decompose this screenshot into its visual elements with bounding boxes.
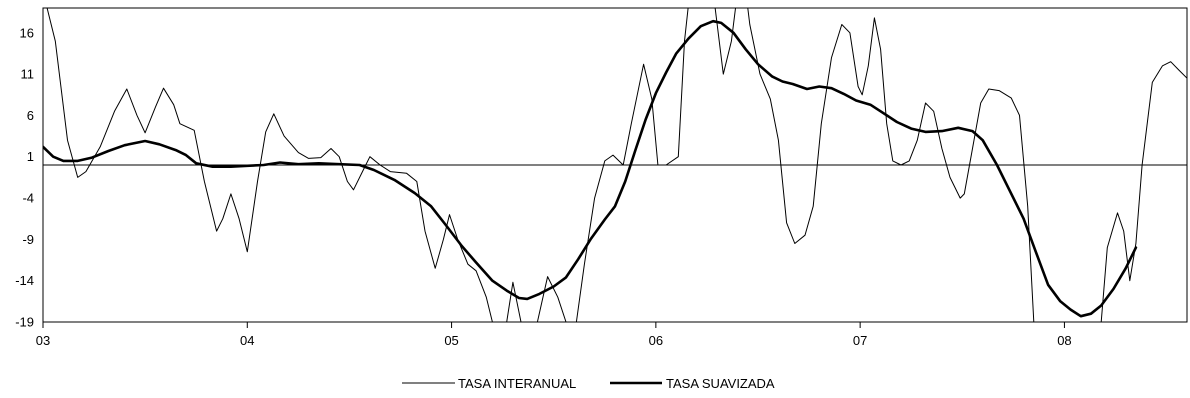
legend: TASA INTERANUAL TASA SUAVIZADA [402, 376, 775, 391]
series-line-tasa-suavizada [43, 19, 1138, 318]
y-tick-label: -9 [22, 232, 34, 247]
x-tick-label: 04 [240, 333, 254, 348]
legend-label: TASA INTERANUAL [458, 376, 576, 391]
y-tick-label: 1 [27, 149, 34, 164]
plot-frame [42, 7, 1188, 323]
y-axis-tick-labels: 16 11 6 1 -4 -9 -14 -19 [15, 25, 34, 329]
x-tick-label: 08 [1057, 333, 1071, 348]
x-tick-label: 07 [853, 333, 867, 348]
series-line-tasa-interanual [46, 8, 1187, 322]
y-tick-label: -4 [22, 191, 34, 206]
y-tick-label: -14 [15, 273, 34, 288]
legend-label: TASA SUAVIZADA [666, 376, 775, 391]
y-tick-label: 6 [27, 108, 34, 123]
x-tick-label: 03 [36, 333, 50, 348]
x-tick-label: 06 [649, 333, 663, 348]
x-axis: 03 04 05 06 07 08 [36, 322, 1072, 348]
y-tick-label: 11 [21, 67, 35, 82]
x-tick-label: 05 [444, 333, 458, 348]
plot-area [43, 8, 1187, 322]
y-tick-label: -19 [15, 315, 34, 330]
y-tick-label: 16 [20, 25, 34, 40]
